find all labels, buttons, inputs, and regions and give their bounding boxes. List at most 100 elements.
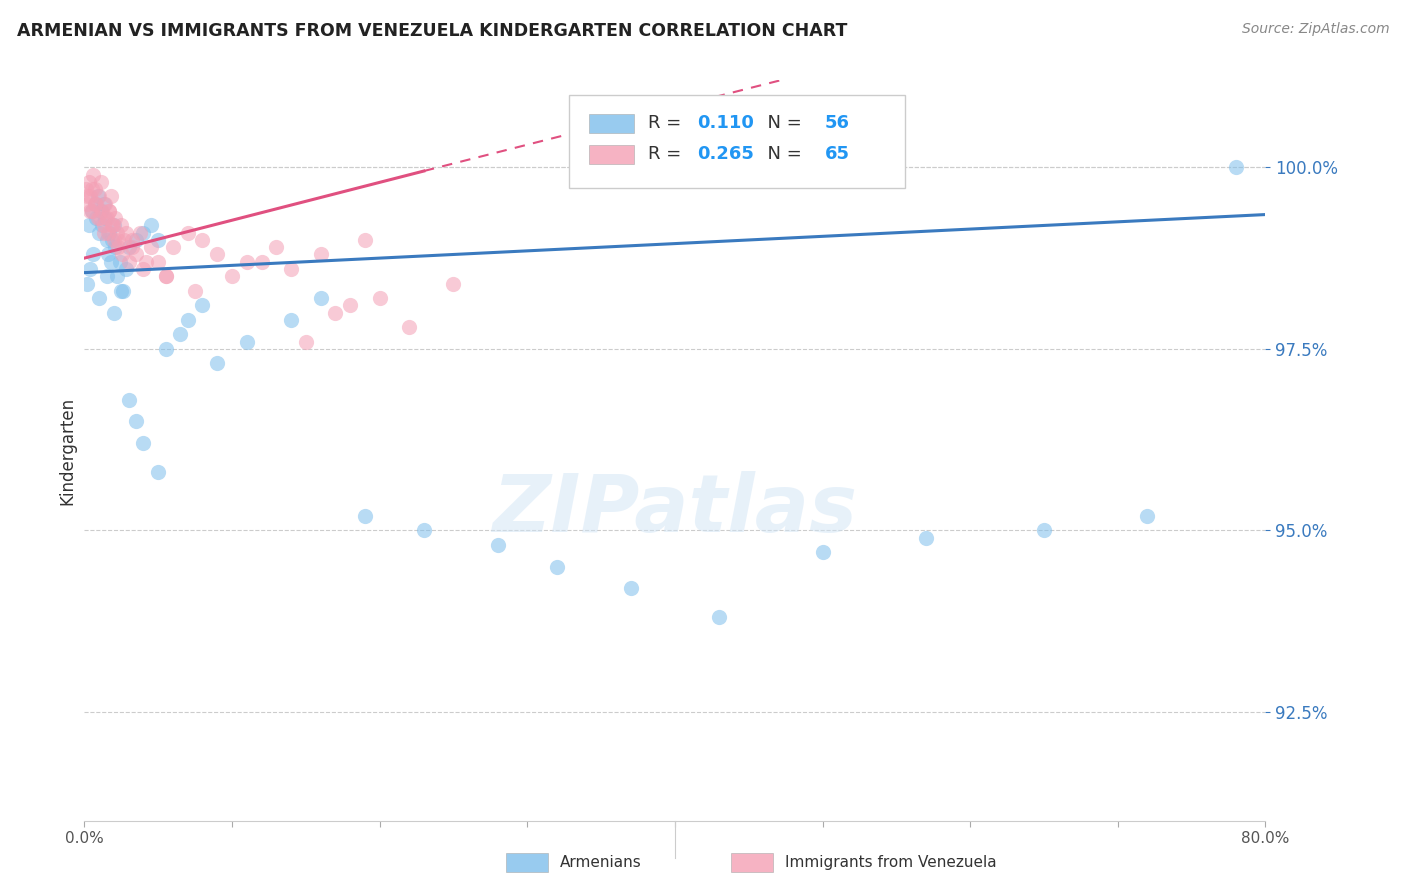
Point: [486, 538, 509, 552]
Text: 65: 65: [825, 145, 849, 163]
Text: 0.110: 0.110: [697, 114, 754, 132]
Point: [309, 291, 332, 305]
Point: [83, 196, 105, 211]
Point: [97, 226, 120, 240]
Point: [107, 240, 129, 254]
Point: [96, 211, 118, 226]
Point: [86, 189, 108, 203]
Point: [413, 524, 436, 538]
Point: [104, 211, 127, 226]
Point: [139, 219, 162, 233]
Point: [221, 269, 243, 284]
Point: [100, 189, 122, 203]
Point: [84, 211, 107, 226]
Point: [83, 182, 105, 196]
Point: [207, 247, 229, 261]
Point: [84, 196, 107, 211]
Point: [86, 211, 108, 226]
Point: [118, 240, 141, 254]
Point: [104, 240, 127, 254]
Point: [125, 233, 148, 247]
Point: [368, 291, 391, 305]
Point: [87, 291, 111, 305]
Point: [191, 233, 214, 247]
Point: [76, 277, 98, 291]
Text: 0.265: 0.265: [697, 145, 754, 163]
Point: [309, 247, 332, 261]
Point: [236, 334, 259, 349]
Text: Source: ZipAtlas.com: Source: ZipAtlas.com: [1241, 22, 1389, 37]
FancyBboxPatch shape: [589, 113, 634, 133]
Text: Immigrants from Venezuela: Immigrants from Venezuela: [785, 855, 997, 870]
Point: [103, 233, 125, 247]
Point: [90, 203, 112, 218]
Point: [114, 262, 136, 277]
Point: [118, 254, 141, 268]
Point: [82, 247, 104, 261]
Text: N =: N =: [756, 145, 808, 163]
Point: [115, 226, 138, 240]
Point: [354, 508, 377, 523]
Point: [100, 254, 122, 268]
Point: [295, 334, 318, 349]
Point: [354, 233, 377, 247]
Point: [79, 203, 101, 218]
Point: [105, 269, 128, 284]
Point: [110, 219, 132, 233]
Point: [94, 211, 117, 226]
Point: [169, 327, 191, 342]
Point: [620, 582, 643, 596]
Point: [135, 254, 157, 268]
Point: [89, 211, 111, 226]
Point: [280, 313, 302, 327]
Point: [250, 254, 273, 268]
Point: [103, 305, 125, 319]
Point: [280, 262, 302, 277]
Point: [97, 247, 120, 261]
Point: [177, 313, 200, 327]
Point: [132, 226, 155, 240]
Text: ZIPatlas: ZIPatlas: [492, 471, 858, 549]
Point: [129, 226, 152, 240]
Point: [266, 240, 288, 254]
Text: 56: 56: [825, 114, 849, 132]
Point: [139, 240, 162, 254]
Text: R =: R =: [648, 145, 686, 163]
Point: [82, 168, 104, 182]
Point: [811, 545, 834, 559]
Point: [101, 219, 124, 233]
Point: [207, 356, 229, 370]
Point: [125, 247, 148, 261]
Text: R =: R =: [648, 114, 686, 132]
Text: Armenians: Armenians: [560, 855, 641, 870]
Point: [91, 219, 114, 233]
Point: [111, 247, 134, 261]
Point: [103, 219, 125, 233]
Point: [155, 269, 177, 284]
Point: [96, 269, 118, 284]
Point: [76, 189, 98, 203]
Point: [132, 262, 155, 277]
Point: [77, 219, 100, 233]
Point: [87, 189, 111, 203]
Point: [110, 284, 132, 298]
FancyBboxPatch shape: [589, 145, 634, 164]
Point: [155, 269, 177, 284]
Point: [82, 182, 104, 196]
Text: N =: N =: [756, 114, 808, 132]
Point: [325, 305, 347, 319]
Point: [915, 531, 938, 545]
Point: [80, 203, 103, 218]
Point: [80, 203, 103, 218]
Point: [398, 320, 420, 334]
Point: [90, 175, 112, 189]
Point: [98, 226, 121, 240]
Point: [105, 226, 128, 240]
Point: [121, 233, 143, 247]
Point: [709, 610, 731, 624]
Point: [191, 298, 214, 312]
Point: [84, 196, 107, 211]
Point: [79, 189, 101, 203]
Point: [79, 262, 101, 277]
Text: ARMENIAN VS IMMIGRANTS FROM VENEZUELA KINDERGARTEN CORRELATION CHART: ARMENIAN VS IMMIGRANTS FROM VENEZUELA KI…: [17, 22, 848, 40]
